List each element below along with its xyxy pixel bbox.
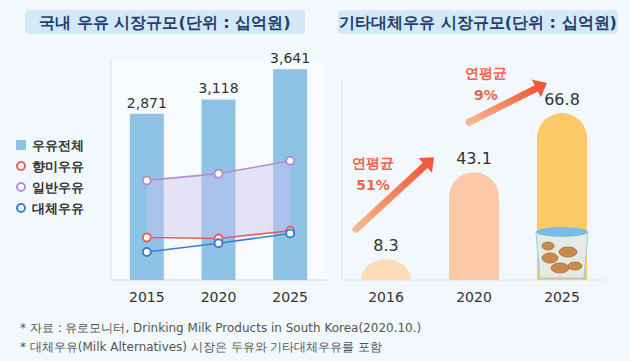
marker	[215, 170, 223, 178]
arrow	[469, 88, 536, 122]
annotation: 51%	[356, 177, 390, 193]
cup-icon	[536, 227, 588, 278]
bar	[449, 172, 499, 280]
legend-swatch	[17, 162, 25, 170]
nut	[542, 253, 558, 263]
nut	[568, 262, 582, 270]
y-axis	[342, 80, 343, 280]
nut	[542, 242, 554, 250]
plot-bg	[111, 60, 326, 280]
marker	[143, 233, 151, 241]
marker	[143, 176, 151, 184]
x-tick-label: 2015	[129, 289, 165, 305]
line	[147, 234, 290, 252]
marker	[143, 248, 151, 256]
chart-root: 국내 우유 시장규모(단위 : 십억원)2,8713,1183,64120152…	[0, 0, 630, 361]
annotation: 연평균	[352, 155, 394, 171]
annotation: 9%	[474, 87, 498, 103]
title-band	[25, 10, 305, 34]
legend-label: 일반우유	[32, 180, 84, 195]
bar	[537, 113, 587, 280]
line	[147, 161, 290, 181]
marker	[286, 230, 294, 238]
x-tick-label: 2020	[456, 289, 492, 305]
legend-swatch	[16, 140, 26, 150]
bar	[361, 259, 411, 280]
annotation: 연평균	[465, 65, 507, 81]
legend-label: 대체우유	[32, 201, 84, 216]
band	[147, 161, 290, 239]
marker	[215, 239, 223, 247]
nut	[559, 247, 577, 257]
legend-label: 우유전체	[32, 138, 84, 153]
title: 기타대체우유 시장규모(단위 : 십억원)	[339, 13, 617, 32]
data-label: 66.8	[544, 90, 580, 109]
legend-label: 향미우유	[32, 159, 84, 174]
x-tick-label: 2016	[368, 289, 404, 305]
arrow-head	[532, 79, 547, 97]
legend-swatch	[17, 183, 25, 191]
title-band	[338, 10, 618, 34]
data-label: 3,118	[198, 80, 238, 96]
data-label: 3,641	[270, 50, 310, 66]
legend-swatch	[17, 204, 25, 212]
x-tick-label: 2025	[272, 289, 308, 305]
title: 국내 우유 시장규모(단위 : 십억원)	[39, 13, 290, 32]
y-axis	[111, 60, 112, 280]
nut	[551, 263, 569, 273]
legend: 우유전체향미우유일반우유대체우유	[16, 138, 84, 216]
marker	[286, 157, 294, 165]
data-label: 2,871	[127, 95, 167, 111]
cup-body	[536, 232, 588, 278]
labels: 2,871 3,118 3,641 2015 2020 2025	[127, 50, 310, 305]
cup-rim	[536, 227, 588, 237]
x-tick-label: 2020	[201, 289, 237, 305]
data-label: 8.3	[373, 236, 398, 255]
footnote: * 대체우유(Milk Alternatives) 시장은 두유와 기타대체우유…	[20, 340, 382, 354]
data-label: 43.1	[456, 149, 492, 168]
arrow-head	[418, 157, 434, 172]
background	[0, 0, 630, 361]
x-tick-label: 2025	[544, 289, 580, 305]
footnote: * 자료 : 유로모니터, Drinking Milk Products in …	[20, 321, 421, 335]
arrow	[356, 165, 425, 229]
